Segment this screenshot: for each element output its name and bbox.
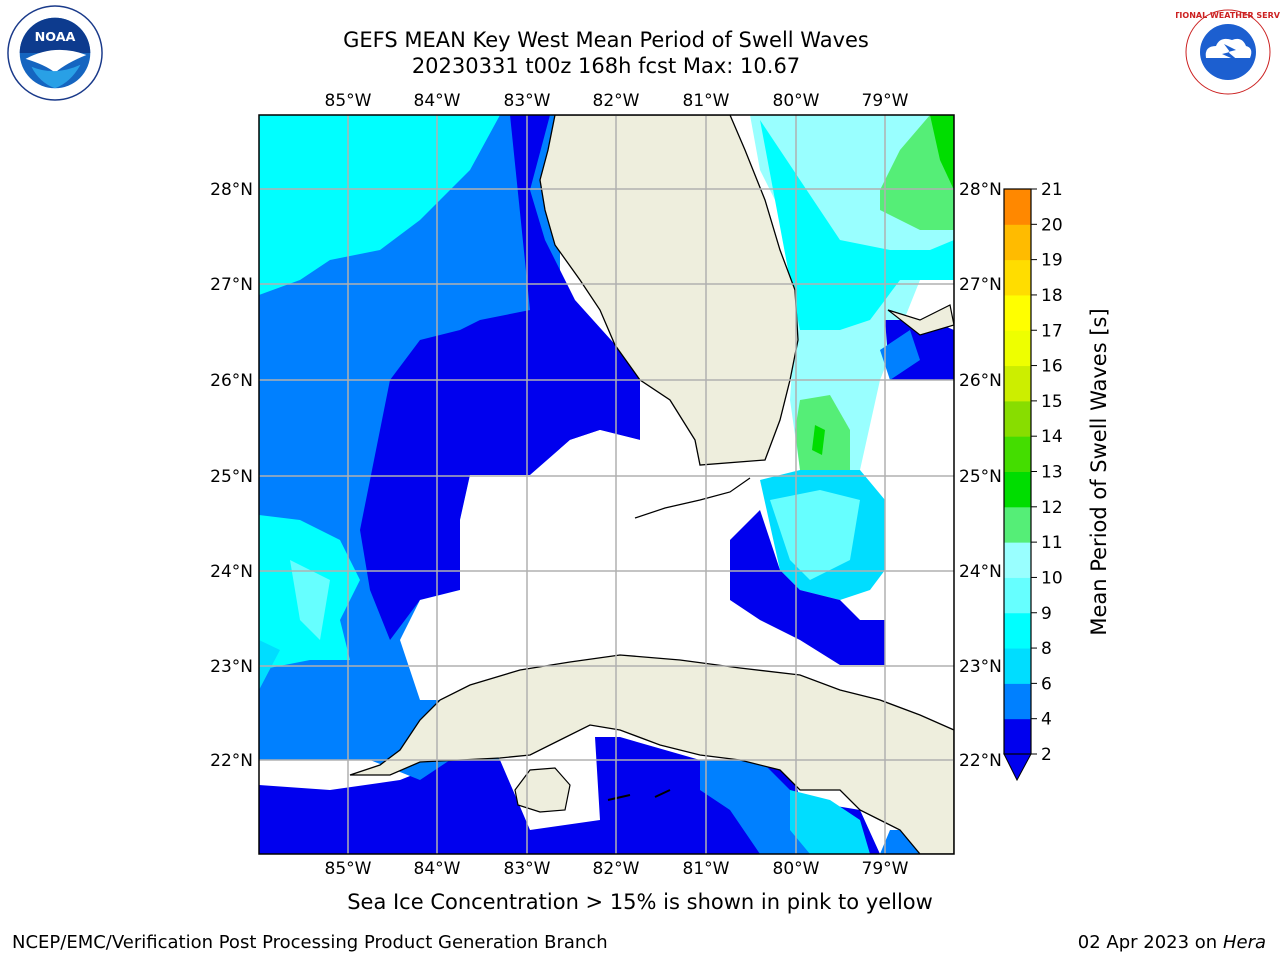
host-name: Hera: [1222, 932, 1266, 953]
colorbar-tick-label: 20: [1041, 215, 1063, 235]
colorbar-segment: [1004, 612, 1031, 649]
colorbar-segment: [1004, 189, 1031, 225]
svg-text:23°N: 23°N: [210, 657, 253, 677]
map-frame: [258, 114, 955, 855]
lat-labels-left: 28°N 27°N 26°N 25°N 24°N 23°N 22°N: [210, 180, 253, 771]
plot-title-line1: GEFS MEAN Key West Mean Period of Swell …: [343, 28, 869, 52]
colorbar-segment: [1004, 365, 1031, 402]
colorbar-tick-label: 14: [1041, 427, 1063, 447]
colorbar-ticks: 2 4 6 8 9 10 11 12 13 14 15 16 17 18 19 20 21: [1031, 180, 1063, 765]
svg-text:26°N: 26°N: [959, 371, 1002, 391]
svg-text:84°W: 84°W: [414, 859, 461, 879]
colorbar-segment: [1004, 506, 1031, 543]
nws-logo: NATIONAL WEATHER SERVICE: [1176, 9, 1280, 95]
colorbar-tick-label: 10: [1041, 568, 1063, 588]
colorbar-segment: [1004, 400, 1031, 437]
colorbar-tick-label: 2: [1041, 745, 1052, 765]
lon-labels-top: 85°W 84°W 83°W 82°W 81°W 80°W 79°W: [325, 91, 909, 111]
colorbar-segment: [1004, 330, 1031, 367]
colorbar-tick-label: 6: [1041, 674, 1052, 694]
svg-text:26°N: 26°N: [210, 371, 253, 391]
colorbar-tick-label: 16: [1041, 357, 1063, 377]
colorbar-segment: [1004, 294, 1031, 331]
svg-text:80°W: 80°W: [773, 91, 820, 111]
colorbar-tick-label: 15: [1041, 392, 1063, 412]
svg-text:84°W: 84°W: [414, 91, 461, 111]
svg-text:85°W: 85°W: [325, 91, 372, 111]
colorbar-tick-label: 8: [1041, 639, 1052, 659]
noaa-logo: NOAA: [7, 5, 103, 101]
svg-text:28°N: 28°N: [959, 180, 1002, 200]
svg-text:23°N: 23°N: [959, 657, 1002, 677]
colorbar-tick-label: 21: [1041, 180, 1063, 200]
colorbar-tick-label: 13: [1041, 463, 1063, 483]
svg-text:27°N: 27°N: [959, 275, 1002, 295]
colorbar-tick-label: 9: [1041, 604, 1052, 624]
colorbar-label: Mean Period of Swell Waves [s]: [1087, 308, 1111, 635]
sea-ice-note: Sea Ice Concentration > 15% is shown in …: [347, 890, 933, 914]
colorbar-extend-arrow: [1003, 753, 1032, 782]
svg-text:79°W: 79°W: [862, 91, 909, 111]
map-contours: [259, 115, 954, 854]
svg-text:81°W: 81°W: [683, 859, 730, 879]
colorbar-tick-label: 11: [1041, 533, 1063, 553]
colorbar-tick-label: 18: [1041, 286, 1063, 306]
colorbar-segment: [1004, 224, 1031, 261]
gridlines: [259, 115, 954, 854]
colorbar-segment: [1004, 471, 1031, 508]
svg-text:24°N: 24°N: [210, 562, 253, 582]
svg-text:24°N: 24°N: [959, 562, 1002, 582]
plot-title-line2: 20230331 t00z 168h fcst Max: 10.67: [411, 54, 801, 78]
colorbar-segment: [1004, 436, 1031, 472]
svg-text:79°W: 79°W: [862, 859, 909, 879]
svg-text:22°N: 22°N: [210, 751, 253, 771]
colorbar-tick-label: 17: [1041, 321, 1063, 341]
svg-text:82°W: 82°W: [593, 91, 640, 111]
colorbar-tick-label: 19: [1041, 251, 1063, 271]
colorbar-segment: [1004, 542, 1031, 578]
colorbar-segment: [1004, 259, 1031, 296]
svg-text:25°N: 25°N: [959, 467, 1002, 487]
colorbar-segments: [1004, 189, 1031, 755]
svg-text:28°N: 28°N: [210, 180, 253, 200]
lon-labels-bottom: 85°W 84°W 83°W 82°W 81°W 80°W 79°W: [325, 859, 909, 879]
generation-date: 02 Apr 2023 on Hera: [1078, 932, 1266, 953]
colorbar-segment: [1004, 648, 1031, 684]
colorbar-segment: [1004, 577, 1031, 614]
svg-text:83°W: 83°W: [504, 91, 551, 111]
lat-labels-right: 28°N 27°N 26°N 25°N 24°N 23°N 22°N: [959, 180, 1002, 771]
branch-credit: NCEP/EMC/Verification Post Processing Pr…: [12, 932, 608, 953]
colorbar-tick-label: 12: [1041, 498, 1063, 518]
svg-text:27°N: 27°N: [210, 275, 253, 295]
colorbar-segment: [1004, 718, 1031, 755]
colorbar-segment: [1004, 683, 1031, 720]
svg-text:22°N: 22°N: [959, 751, 1002, 771]
svg-text:81°W: 81°W: [683, 91, 730, 111]
svg-text:85°W: 85°W: [325, 859, 372, 879]
svg-text:82°W: 82°W: [593, 859, 640, 879]
svg-text:25°N: 25°N: [210, 467, 253, 487]
svg-text:83°W: 83°W: [504, 859, 551, 879]
svg-text:NOAA: NOAA: [35, 30, 76, 45]
svg-text:80°W: 80°W: [773, 859, 820, 879]
colorbar-tick-label: 4: [1041, 710, 1052, 730]
date-text: 02 Apr 2023 on: [1077, 932, 1223, 953]
svg-text:NATIONAL WEATHER SERVICE: NATIONAL WEATHER SERVICE: [1176, 11, 1280, 20]
